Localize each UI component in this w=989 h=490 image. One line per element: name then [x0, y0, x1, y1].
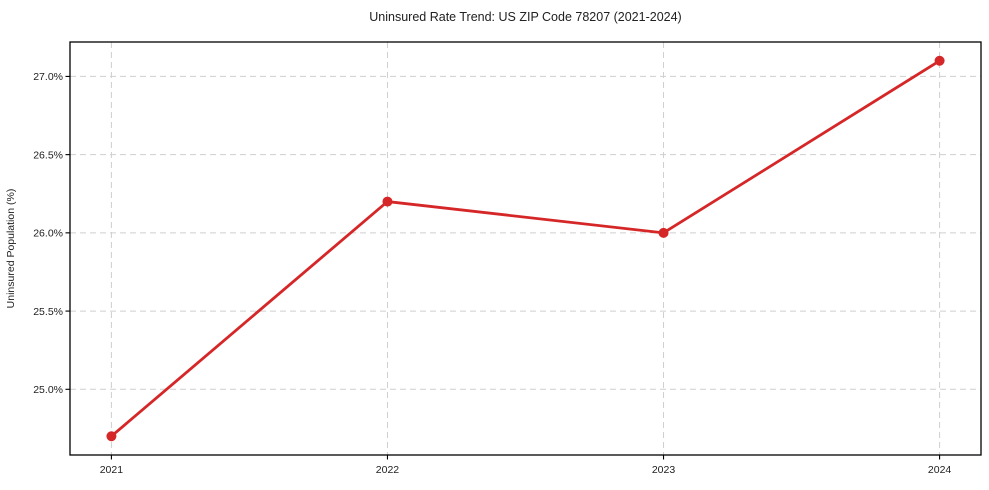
y-tick-label: 25.0% [33, 384, 63, 396]
chart-title: Uninsured Rate Trend: US ZIP Code 78207 … [369, 10, 681, 24]
y-tick-label: 26.0% [33, 228, 63, 240]
series-markers [106, 55, 945, 442]
axis-ticks [65, 75, 941, 460]
plot-frame [69, 41, 982, 456]
x-tick-label: 2023 [652, 464, 676, 476]
x-tick-label: 2024 [928, 464, 952, 476]
y-tick-label: 26.5% [33, 149, 63, 161]
data-point-marker [658, 227, 669, 238]
trend-line [110, 59, 941, 438]
data-point-marker [934, 55, 945, 66]
series-line [110, 59, 941, 438]
axis-tick-labels: 2021 2022 2023 2024 25.0% 25.5% 26.0% 26.5% 27.0… [33, 71, 951, 476]
y-tick-label: 25.5% [33, 306, 63, 318]
y-tick-label: 27.0% [33, 71, 63, 83]
x-tick-label: 2021 [100, 464, 124, 476]
x-tick-label: 2022 [376, 464, 400, 476]
y-axis-label: Uninsured Population (%) [5, 189, 17, 309]
gridlines [70, 42, 981, 455]
data-point-marker [382, 196, 393, 207]
data-point-marker [106, 431, 117, 442]
plot-border [69, 41, 982, 456]
